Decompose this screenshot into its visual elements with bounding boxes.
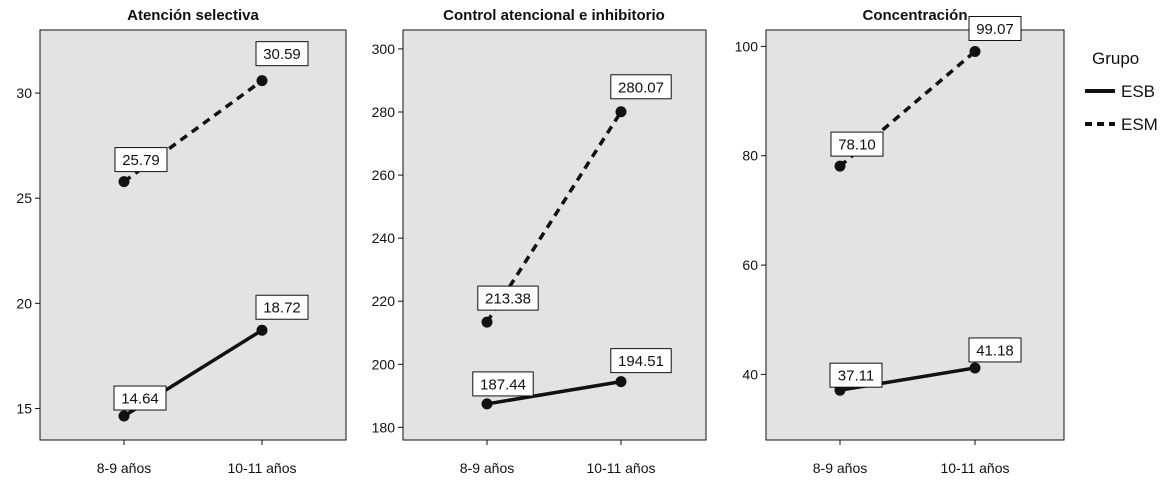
y-tick-label-3-3: 100 — [735, 38, 759, 54]
panel-concentracion: Concentración 40 60 80 100 8-9 años 10-11 año… — [735, 7, 1065, 476]
data-point-esb-1-1 — [256, 324, 268, 336]
y-tick-label-2-2: 220 — [372, 293, 396, 309]
data-label-box-esb-3-0 — [829, 362, 883, 388]
data-label-esm-3-1: 99.07 — [976, 21, 1014, 38]
y-tick-label-1-1: 20 — [16, 295, 32, 311]
series-line-esb-2 — [486, 379, 622, 406]
legend: Grupo ESB ESM — [1085, 49, 1158, 134]
data-label-box-esm-3-0 — [830, 131, 884, 157]
panel-marks-2: 180 200 220 240 260 280 300 8-9 años 10-11 años 1… — [372, 41, 672, 476]
y-tick-label-3-0: 40 — [742, 366, 758, 382]
data-label-esm-3-0: 78.10 — [838, 137, 876, 154]
x-tick-label-3-0: 8-9 años — [813, 460, 867, 476]
data-point-esb-3-1 — [969, 362, 981, 374]
x-tick-label-3-1: 10-11 años — [940, 460, 1009, 476]
data-label-box-esb-2-1 — [610, 348, 672, 374]
data-label-box-esb-2-0 — [472, 371, 534, 397]
y-tick-label-3-1: 60 — [742, 257, 758, 273]
data-label-box-esm-1-0 — [114, 147, 168, 173]
chart-title-1: Atención selectiva — [127, 7, 259, 24]
legend-label-esb: ESB — [1121, 82, 1155, 101]
data-point-esm-2-0 — [481, 316, 493, 328]
data-point-esm-1-0 — [118, 176, 130, 188]
data-label-box-esm-1-1 — [255, 41, 309, 67]
data-label-esb-3-0: 37.11 — [838, 368, 874, 385]
data-label-esb-1-1: 18.72 — [263, 300, 301, 317]
x-tick-label-2-1: 10-11 años — [586, 460, 655, 476]
data-label-esb-1-0: 14.64 — [121, 391, 159, 408]
y-tick-label-2-6: 300 — [372, 41, 396, 57]
y-tick-label-1-2: 25 — [16, 190, 32, 206]
plot-area-3 — [765, 29, 1065, 441]
panel-marks-1: 15 20 25 30 8-9 años 10-11 años 14.64 18.72 25.7… — [16, 41, 309, 476]
data-point-esm-3-1 — [969, 45, 981, 57]
data-label-box-esb-3-1 — [968, 337, 1022, 363]
data-label-esb-2-1: 194.51 — [618, 353, 664, 370]
legend-title: Grupo — [1092, 49, 1139, 68]
data-label-box-esm-2-1 — [610, 74, 672, 100]
data-label-box-esb-1-1 — [255, 294, 309, 320]
data-label-esm-2-1: 280.07 — [618, 79, 664, 96]
y-tick-label-2-0: 180 — [372, 419, 396, 435]
y-tick-label-2-5: 280 — [372, 104, 396, 120]
data-label-esb-3-1: 41.18 — [976, 342, 1014, 359]
data-label-box-esm-2-0 — [477, 285, 539, 311]
y-tick-label-1-3: 30 — [16, 85, 32, 101]
y-tick-label-2-1: 200 — [372, 356, 396, 372]
data-point-esb-1-0 — [118, 410, 130, 422]
data-label-box-esm-3-1 — [968, 15, 1022, 41]
x-tick-label-1-0: 8-9 años — [97, 460, 151, 476]
data-label-esm-2-0: 213.38 — [485, 291, 531, 308]
y-tick-label-2-3: 240 — [372, 230, 396, 246]
y-tick-label-3-2: 80 — [742, 148, 758, 164]
plot-area-1 — [39, 29, 347, 441]
chart-title-2: Control atencional e inhibitorio — [443, 7, 665, 24]
panel-control-atencional: Control atencional e inhibitorio 180 200 2… — [372, 7, 707, 476]
data-label-esm-1-0: 25.79 — [122, 152, 160, 169]
data-point-esb-2-0 — [481, 398, 493, 410]
data-label-esm-1-1: 30.59 — [263, 46, 301, 63]
panel-marks-3: 40 60 80 100 8-9 años 10-11 años 37.11 41.18 78.… — [735, 15, 1022, 476]
y-tick-label-1-0: 15 — [16, 400, 32, 416]
data-label-box-esb-1-0 — [113, 385, 167, 411]
data-point-esm-2-1 — [615, 106, 627, 118]
x-tick-label-2-0: 8-9 años — [460, 460, 514, 476]
data-point-esm-1-1 — [256, 75, 268, 87]
x-tick-label-1-1: 10-11 años — [227, 460, 296, 476]
data-point-esb-2-1 — [615, 376, 627, 388]
panel-atencion-selectiva: Atención selectiva 15 20 25 30 8-9 años 10-11… — [16, 7, 347, 476]
data-point-esm-3-0 — [834, 160, 846, 172]
chart-title-3: Concentración — [862, 7, 967, 24]
data-label-esb-2-0: 187.44 — [480, 376, 526, 393]
y-tick-label-2-4: 260 — [372, 167, 396, 183]
legend-label-esm: ESM — [1121, 115, 1158, 134]
